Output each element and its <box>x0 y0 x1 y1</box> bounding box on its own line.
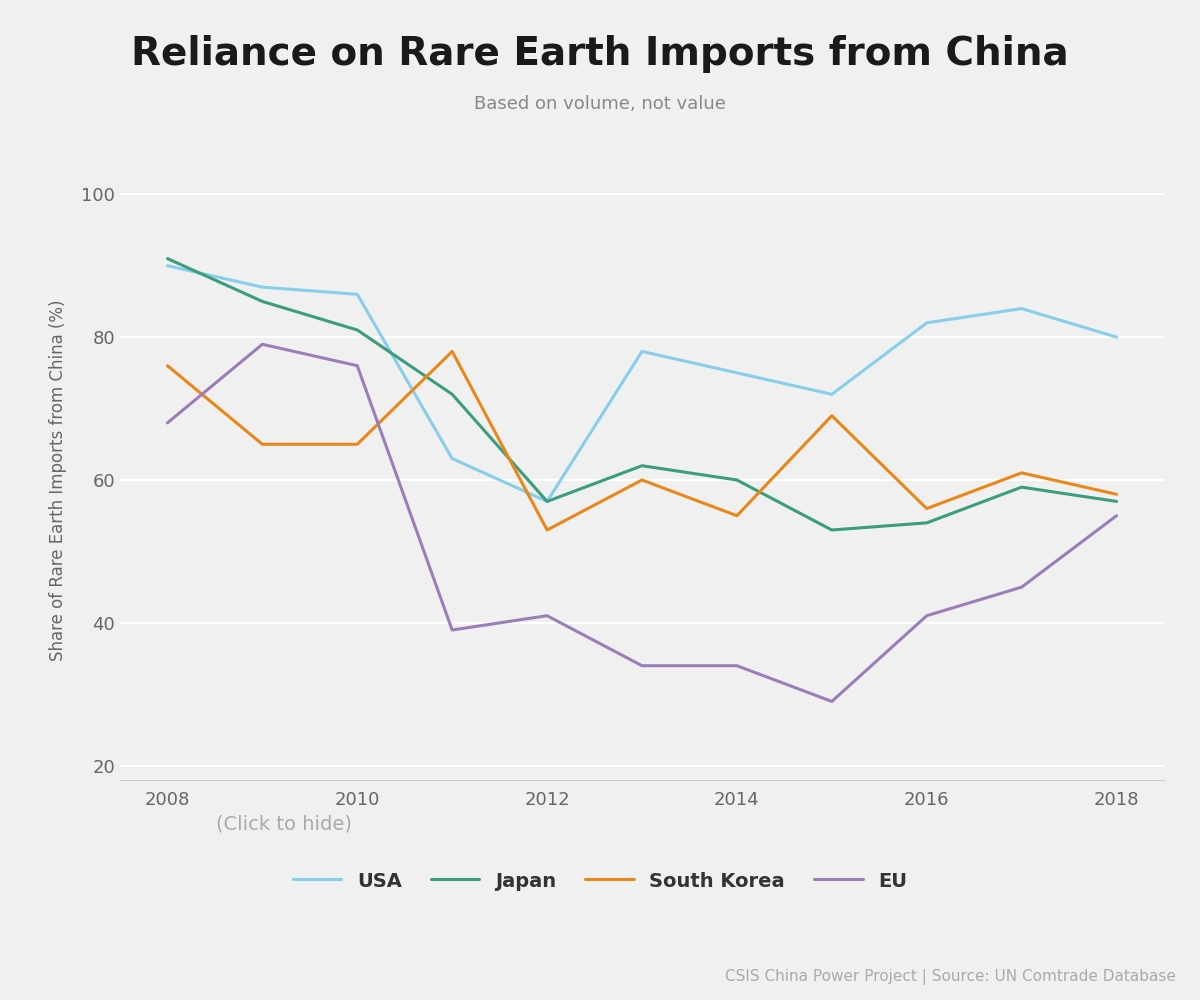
South Korea <box>1109 488 1123 500</box>
USA <box>919 317 934 329</box>
Text: (Click to hide): (Click to hide) <box>216 815 352 834</box>
Line: EU: EU <box>168 344 1116 701</box>
Line: Japan: Japan <box>168 259 1116 530</box>
Japan <box>445 388 460 400</box>
South Korea <box>635 474 649 486</box>
USA <box>445 453 460 465</box>
EU <box>824 695 839 707</box>
Line: South Korea: South Korea <box>168 351 1116 530</box>
Text: Reliance on Rare Earth Imports from China: Reliance on Rare Earth Imports from Chin… <box>131 35 1069 73</box>
Y-axis label: Share of Rare Earth Imports from China (%): Share of Rare Earth Imports from China (… <box>49 299 67 661</box>
USA <box>540 495 554 507</box>
South Korea <box>161 360 175 372</box>
Japan <box>919 517 934 529</box>
South Korea <box>824 410 839 422</box>
USA <box>635 345 649 357</box>
Japan <box>824 524 839 536</box>
USA <box>161 260 175 272</box>
EU <box>445 624 460 636</box>
EU <box>635 660 649 672</box>
Line: USA: USA <box>168 266 1116 501</box>
EU <box>730 660 744 672</box>
EU <box>350 360 365 372</box>
EU <box>161 417 175 429</box>
USA <box>730 367 744 379</box>
South Korea <box>256 438 270 450</box>
Japan <box>1109 495 1123 507</box>
South Korea <box>540 524 554 536</box>
Japan <box>350 324 365 336</box>
USA <box>256 281 270 293</box>
Japan <box>161 253 175 265</box>
Japan <box>730 474 744 486</box>
USA <box>1014 303 1028 315</box>
Japan <box>540 495 554 507</box>
Japan <box>256 295 270 307</box>
Japan <box>635 460 649 472</box>
USA <box>824 388 839 400</box>
South Korea <box>1014 467 1028 479</box>
Legend: USA, Japan, South Korea, EU: USA, Japan, South Korea, EU <box>283 862 917 900</box>
South Korea <box>730 510 744 522</box>
EU <box>256 338 270 350</box>
Text: Based on volume, not value: Based on volume, not value <box>474 95 726 113</box>
Japan <box>1014 481 1028 493</box>
South Korea <box>350 438 365 450</box>
South Korea <box>445 345 460 357</box>
EU <box>540 610 554 622</box>
South Korea <box>919 503 934 515</box>
USA <box>350 288 365 300</box>
EU <box>919 610 934 622</box>
EU <box>1014 581 1028 593</box>
EU <box>1109 510 1123 522</box>
USA <box>1109 331 1123 343</box>
Text: CSIS China Power Project | Source: UN Comtrade Database: CSIS China Power Project | Source: UN Co… <box>725 969 1176 985</box>
